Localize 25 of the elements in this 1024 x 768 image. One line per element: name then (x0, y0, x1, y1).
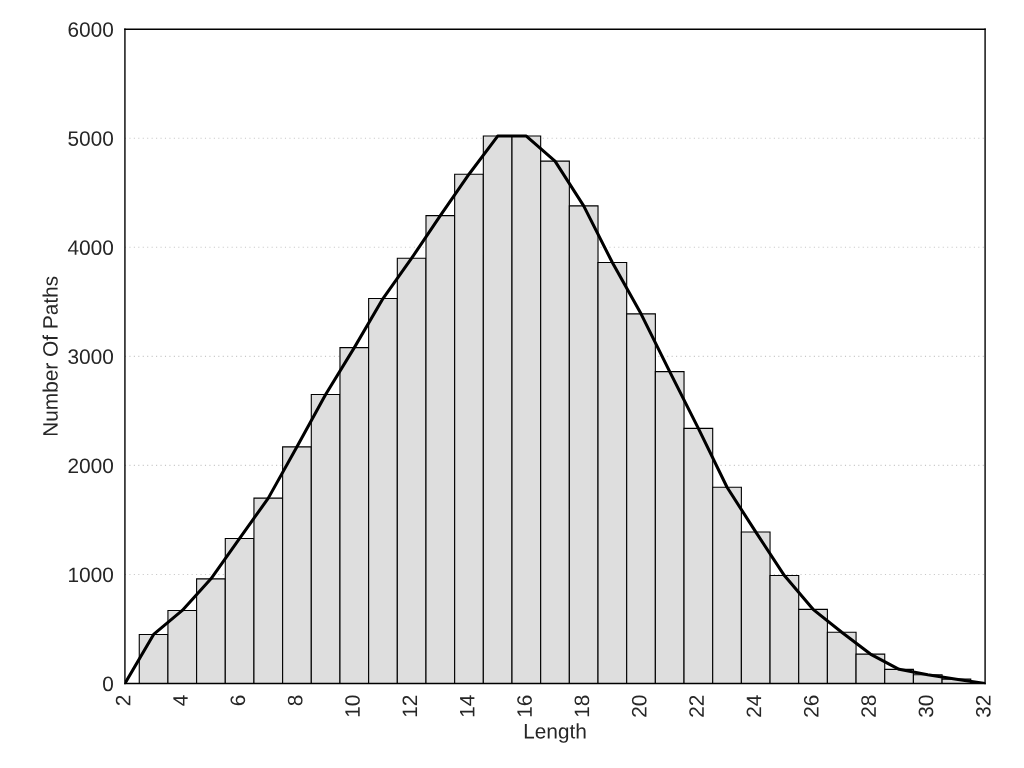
x-tick-label: 8 (287, 695, 303, 706)
x-tick-label: 4 (173, 695, 188, 706)
x-axis-title: Length (524, 723, 586, 743)
y-tick-label: 4000 (67, 240, 114, 256)
y-tick-label: 1000 (69, 567, 114, 583)
x-tick-label: 12 (402, 695, 418, 717)
y-tick-label: 2000 (68, 458, 114, 474)
y-axis-title: Number Of Paths (42, 276, 58, 436)
x-tick-label: 32 (975, 695, 991, 718)
y-tick-label: 5000 (68, 131, 114, 146)
y-tick-label: 3000 (68, 349, 114, 365)
x-tick-label: 2 (115, 695, 131, 706)
x-tick-label: 24 (746, 695, 762, 717)
x-tick-label: 22 (689, 695, 704, 717)
x-tick-label: 28 (861, 695, 876, 717)
x-tick-label: 10 (345, 695, 360, 717)
x-tick-label: 26 (803, 695, 819, 717)
x-tick-label: 14 (460, 695, 475, 717)
y-tick-label: 6000 (68, 22, 114, 37)
x-tick-label: 16 (517, 695, 532, 717)
y-tick-label: 0 (103, 676, 113, 692)
x-tick-label: 6 (230, 695, 246, 706)
x-tick-label: 30 (918, 695, 934, 718)
x-tick-label: 20 (631, 695, 647, 717)
x-tick-label: 18 (574, 695, 590, 717)
